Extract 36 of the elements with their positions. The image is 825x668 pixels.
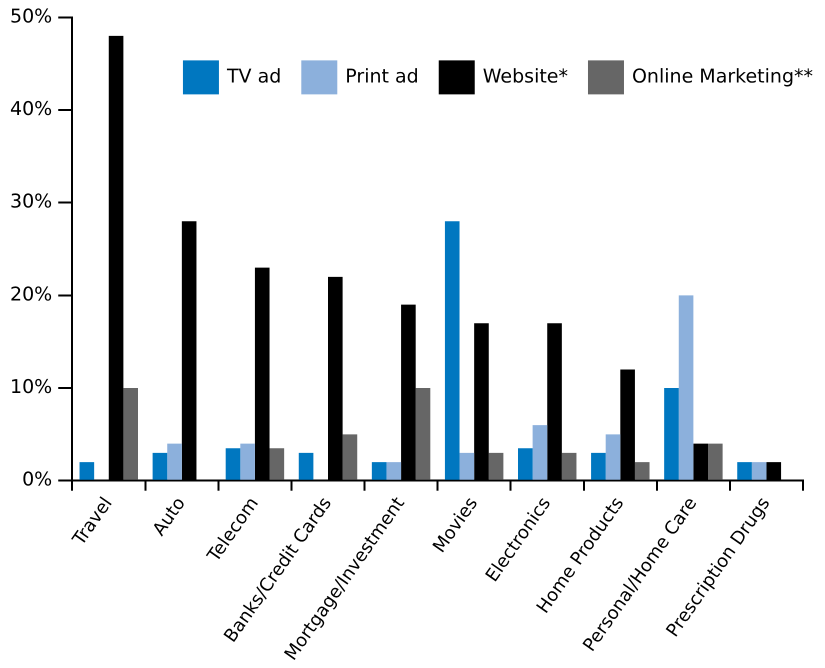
bar [270, 448, 284, 480]
bar [562, 452, 576, 480]
bar [152, 452, 168, 480]
bar [708, 444, 723, 480]
bar [372, 462, 386, 480]
legend-label: Print ad [345, 65, 419, 88]
legend-label: Online Marketing** [632, 65, 814, 88]
legend-label: TV ad [226, 65, 282, 88]
y-tick-label: 10% [10, 376, 52, 398]
y-tick-label: 50% [10, 5, 52, 28]
bar [240, 444, 255, 480]
bar [342, 434, 358, 480]
y-tick-label: 30% [10, 190, 52, 213]
bar [416, 388, 430, 480]
bar [167, 444, 182, 480]
legend-label: Website* [482, 65, 568, 88]
bar [678, 295, 694, 480]
bar [298, 452, 314, 480]
bar [226, 448, 240, 480]
bar [386, 462, 402, 480]
bar [664, 388, 679, 480]
bar [123, 388, 138, 480]
y-tick-label: 40% [10, 98, 52, 120]
bar [752, 462, 766, 480]
bar [591, 452, 606, 480]
bar [518, 448, 533, 480]
bar [488, 452, 504, 480]
bar [634, 462, 650, 480]
y-tick-label: 0% [22, 468, 52, 491]
bar [606, 434, 620, 480]
bar [460, 452, 474, 480]
bar [80, 462, 94, 480]
y-tick-label: 20% [10, 283, 52, 306]
bar [737, 462, 752, 480]
bar [444, 221, 460, 480]
bar [532, 425, 548, 480]
